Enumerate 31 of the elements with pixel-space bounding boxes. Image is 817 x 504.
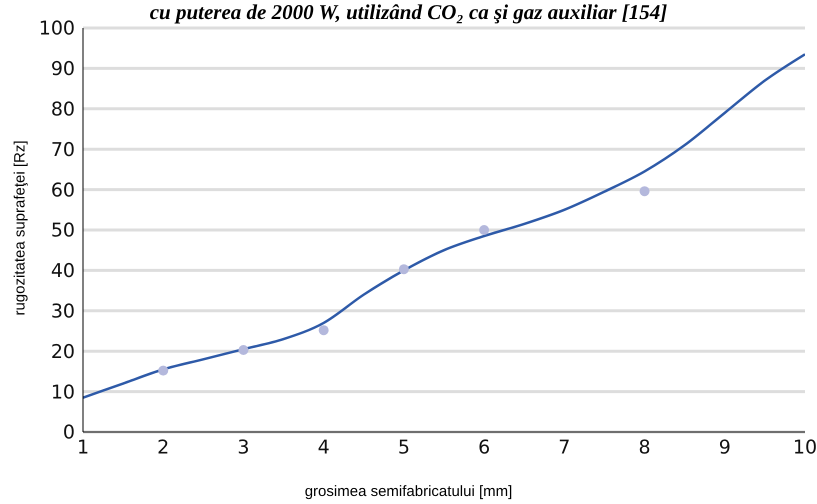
y-tick-label: 60 (50, 179, 75, 202)
x-tick-label: 8 (638, 436, 651, 458)
y-tick-label: 90 (50, 58, 75, 80)
y-tick-label: 0 (62, 422, 75, 444)
y-tick-label: 50 (50, 220, 75, 242)
x-tick-label: 2 (157, 436, 170, 458)
y-tick-label: 30 (50, 300, 75, 323)
point (158, 366, 168, 376)
x-tick-label: 10 (792, 436, 817, 458)
y-tick-label: 100 (38, 18, 75, 40)
y-axis-title: rugozitatea suprafeţei [Rz] (12, 140, 28, 316)
y-tick-label: 80 (50, 98, 75, 121)
x-tick-label: 6 (478, 436, 490, 458)
point (398, 264, 409, 274)
x-tick-label: 7 (558, 436, 570, 458)
line-series (83, 53, 805, 399)
point (318, 325, 329, 336)
x-tick-label: 3 (237, 436, 250, 458)
y-tick-label: 20 (50, 340, 75, 363)
y-tick-label: 10 (50, 381, 75, 404)
y-tick-label: 40 (50, 260, 75, 282)
chart-title: cu puterea de 2000 W, utilizând CO₂ ca şi gaz auxiliar [154] (150, 0, 668, 24)
x-tick-label: 9 (718, 436, 731, 458)
point (479, 225, 490, 235)
point (238, 344, 248, 355)
x-axis-title: grosimea semifabricatului [mm] (304, 483, 514, 500)
x-tick-label: 4 (318, 436, 330, 458)
y-tick-label: 70 (50, 138, 75, 161)
x-tick-label: 1 (76, 436, 90, 458)
x-tick-label: 5 (398, 436, 410, 458)
point (640, 186, 650, 196)
